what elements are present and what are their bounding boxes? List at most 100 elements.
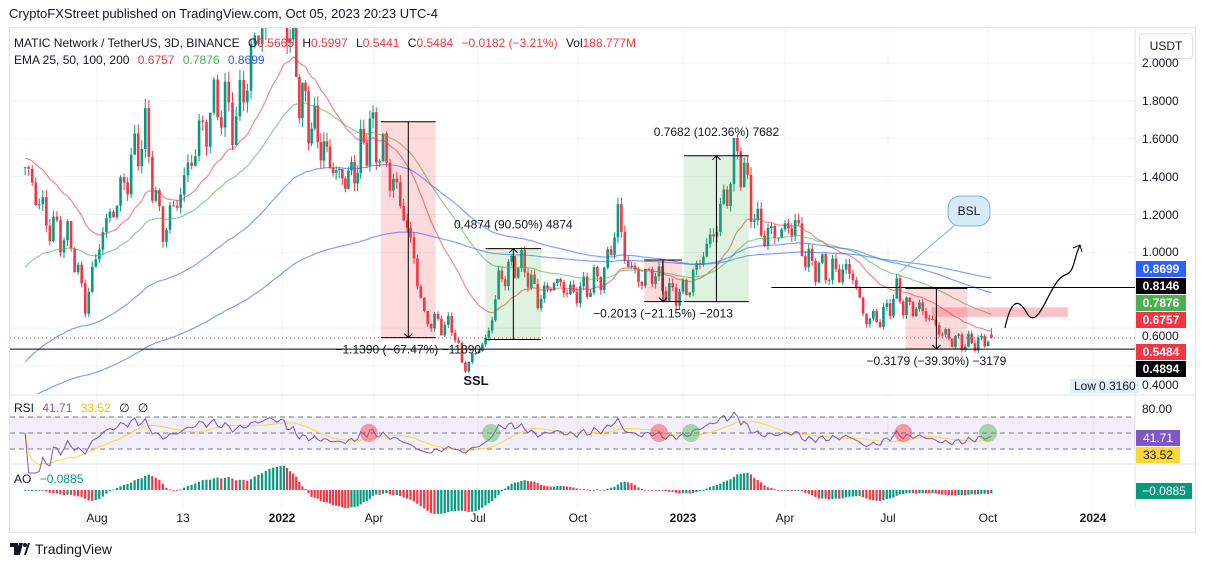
candle [967, 330, 970, 348]
ao-bar [392, 490, 395, 496]
candle [831, 254, 834, 285]
price-tag: 0.5484 [1136, 344, 1186, 360]
ao-bar [220, 478, 223, 490]
ema-legend[interactable]: EMA 25, 50, 100, 200 0.6757 0.7876 0.869… [14, 53, 270, 67]
ao-bar [569, 486, 572, 490]
ssl-label[interactable]: SSL [463, 373, 488, 388]
candle [807, 243, 811, 273]
candle [954, 335, 957, 349]
ao-bar [409, 490, 412, 500]
candle [59, 215, 62, 257]
candle [147, 99, 151, 164]
ema100-line[interactable] [24, 163, 992, 363]
ao-legend[interactable]: AO −0.0885 [14, 472, 88, 486]
candle [892, 294, 895, 318]
ao-bar [288, 471, 292, 490]
ao-bar [732, 476, 735, 490]
ao-bar [313, 490, 316, 498]
price-tick-label: 0.4000 [1142, 378, 1179, 392]
ao-bar [412, 490, 415, 502]
candle [609, 245, 613, 257]
ao-bar [331, 490, 335, 506]
ao-bar [888, 490, 892, 499]
price-tag: 0.6757 [1136, 312, 1186, 328]
ao-bar [536, 483, 539, 490]
price-range-measure[interactable]: −0.3179 (−39.30%) −3179 [866, 287, 1007, 368]
candle [963, 344, 967, 352]
ao-bar [292, 473, 295, 490]
ao-bar [212, 478, 215, 490]
candle [268, 0, 271, 16]
candle [868, 317, 872, 328]
ao-bar [500, 490, 503, 492]
candle [179, 187, 182, 214]
bsl-label: BSL [958, 204, 981, 218]
candle [695, 260, 698, 275]
candle [516, 267, 520, 280]
ohlc-low: L0.5441 [356, 36, 400, 50]
price-range-measure[interactable]: −1.1390 (−67.47%) −11390 [335, 121, 481, 357]
candle [350, 156, 353, 176]
candle [543, 281, 546, 304]
candle [671, 278, 675, 291]
candle [260, 28, 264, 52]
ao-bar [661, 490, 664, 491]
price-range-measure[interactable]: 0.7682 (102.36%) 7682 [654, 125, 780, 303]
candle [783, 220, 787, 232]
rsi-legend[interactable]: RSI 41.71 33.52 ∅ ∅ [14, 401, 153, 415]
ao-bar [749, 474, 752, 490]
ao-bar [359, 490, 362, 505]
ao-bar [460, 490, 463, 511]
candle [381, 133, 385, 162]
symbol-name[interactable]: MATIC Network / TetherUS, 3D, BINANCE [14, 36, 240, 50]
ao-bar [91, 490, 94, 501]
ao-bar [105, 490, 108, 494]
ao-bar [467, 490, 470, 512]
candle [168, 202, 172, 234]
candle [705, 238, 709, 258]
bsl-callout[interactable] [947, 195, 991, 227]
ao-bar [921, 490, 924, 493]
ao-bar [777, 489, 780, 491]
supply-zone[interactable] [931, 307, 1068, 317]
candle [216, 74, 219, 121]
ao-bar [678, 490, 681, 494]
ao-bar [371, 490, 374, 496]
candle [257, 35, 260, 46]
candle [572, 280, 575, 294]
ao-bar [739, 473, 742, 490]
ao-bar [443, 490, 446, 514]
ao-bar [481, 490, 484, 508]
currency-button[interactable]: USDT [1139, 33, 1193, 59]
price-range-measure[interactable]: 0.4874 (90.50%) 4874 [454, 218, 573, 341]
candle [227, 71, 231, 112]
candle [804, 250, 807, 271]
ao-bar [549, 486, 552, 490]
candle [668, 278, 671, 303]
projection-path[interactable] [1004, 244, 1081, 329]
ao-bar [353, 490, 356, 507]
ao-bar [205, 479, 208, 490]
candle [182, 167, 186, 202]
ao-bar [510, 483, 513, 490]
price-range-measure[interactable]: −0.2013 (−21.15%) −2013 [593, 259, 733, 321]
ao-bar [126, 484, 129, 490]
ao-bar [368, 490, 371, 499]
time-tick-label: 13 [176, 511, 190, 525]
ao-bar [657, 490, 661, 491]
ao-bar [298, 482, 301, 490]
candle [253, 32, 257, 49]
candle [129, 147, 133, 199]
rsi-ma-line[interactable] [24, 420, 992, 466]
ao-bar [464, 490, 467, 512]
ao-bar [165, 487, 168, 490]
tradingview-logo[interactable]: TradingView [10, 541, 112, 557]
candle [331, 162, 335, 177]
ao-bar [851, 490, 854, 497]
ao-bar [973, 490, 976, 495]
rsi-line[interactable] [24, 411, 992, 474]
measure-label: 0.4874 (90.50%) 4874 [454, 218, 573, 232]
candle [80, 261, 83, 288]
candle [429, 323, 433, 332]
